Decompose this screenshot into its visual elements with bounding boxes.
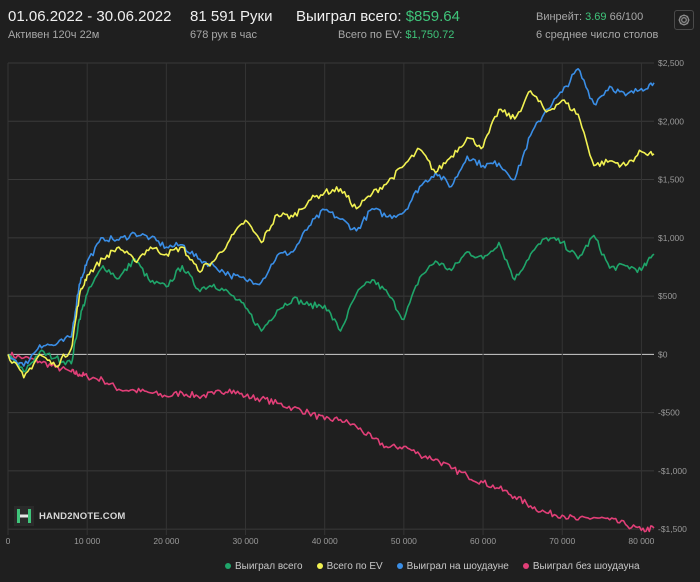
winrate-value: 3.69 bbox=[585, 11, 607, 23]
active-time: Активен 120ч 22м bbox=[8, 29, 100, 41]
legend-item[interactable]: Выиграл без шоудауна bbox=[522, 558, 640, 574]
series-line-3 bbox=[7, 351, 655, 533]
x-tick-label: 20 000 bbox=[153, 536, 179, 546]
header: 01.06.2022 - 30.06.2022 Активен 120ч 22м… bbox=[0, 0, 700, 48]
legend: Выиграл всего Всего по EV Выиграл на шоуда… bbox=[225, 558, 640, 574]
x-axis-ticks: 0 10 000 20 000 30 000 40 000 50 000 60 000 70 … bbox=[6, 536, 655, 546]
x-tick-label: 60 000 bbox=[470, 536, 496, 546]
legend-dot-icon bbox=[225, 563, 231, 569]
date-range: 01.06.2022 - 30.06.2022 bbox=[8, 8, 172, 25]
avg-tables: 6 среднее число столов bbox=[536, 29, 659, 41]
legend-dot-icon bbox=[316, 563, 323, 569]
gear-icon bbox=[678, 14, 690, 26]
logo-text: HAND2NOTE.COM bbox=[39, 510, 126, 522]
y-tick-label: $1,500 bbox=[658, 175, 684, 185]
series-line-0 bbox=[7, 234, 655, 373]
y-tick-label: $0 bbox=[658, 349, 668, 359]
series-lines bbox=[7, 67, 655, 533]
ev-total-value: $1,750.72 bbox=[405, 29, 455, 41]
hands-count: 81 591 Руки bbox=[190, 8, 273, 25]
y-tick-label: $2,000 bbox=[658, 116, 684, 126]
legend-item[interactable]: Выиграл всего bbox=[225, 558, 303, 574]
y-tick-label: -$1,500 bbox=[658, 524, 687, 534]
x-tick-label: 30 000 bbox=[233, 536, 259, 546]
won-total-label: Выиграл всего: bbox=[296, 8, 402, 25]
x-tick-label: 80 000 bbox=[628, 536, 654, 546]
y-tick-label: -$500 bbox=[658, 408, 680, 418]
logo-icon bbox=[14, 506, 34, 526]
legend-item[interactable]: Выиграл на шоудауне bbox=[396, 558, 509, 574]
legend-dot-icon bbox=[396, 563, 403, 569]
series-line-2 bbox=[7, 67, 655, 367]
x-tick-label: 70 000 bbox=[549, 536, 575, 546]
x-tick-label: 40 000 bbox=[312, 536, 338, 546]
settings-button[interactable] bbox=[674, 10, 694, 30]
won-total: Выиграл всего: $859.64 bbox=[296, 8, 460, 25]
winrate-suffix: 66/100 bbox=[609, 11, 644, 23]
legend-label: Всего по EV bbox=[326, 560, 383, 572]
legend-label: Выиграл всего bbox=[235, 560, 303, 572]
hand2note-logo: HAND2NOTE.COM bbox=[14, 506, 126, 526]
y-tick-label: -$1,000 bbox=[658, 466, 687, 476]
y-tick-label: $2,500 bbox=[658, 58, 684, 68]
ev-total-label: Всего по EV: bbox=[338, 29, 403, 41]
x-tick-label: 50 000 bbox=[391, 536, 417, 546]
ev-total: Всего по EV: $1,750.72 bbox=[338, 29, 454, 41]
y-tick-label: $500 bbox=[658, 291, 677, 301]
x-tick-label: 0 bbox=[6, 536, 11, 546]
legend-label: Выиграл без шоудауна bbox=[532, 560, 640, 572]
series-line-1 bbox=[7, 90, 655, 379]
legend-item[interactable]: Всего по EV bbox=[316, 558, 383, 574]
gridlines bbox=[7, 62, 654, 535]
legend-dot-icon bbox=[522, 563, 529, 569]
legend-label: Выиграл на шоудауне bbox=[406, 560, 509, 572]
winrate-label: Винрейт: bbox=[536, 11, 583, 23]
y-axis-ticks: $2,500 $2,000 $1,500 $1,000 $500 $0 -$500 -$1,0… bbox=[658, 58, 687, 534]
x-tick-label: 10 000 bbox=[74, 536, 100, 546]
chart-area: $2,500 $2,000 $1,500 $1,000 $500 $0 -$500 -$1,0… bbox=[6, 58, 687, 546]
y-tick-label: $1,000 bbox=[658, 233, 684, 243]
winrate: Винрейт: 3.69 66/100 bbox=[536, 11, 643, 23]
hands-per-hour: 678 рук в час bbox=[190, 29, 258, 41]
won-total-value: $859.64 bbox=[405, 8, 460, 25]
